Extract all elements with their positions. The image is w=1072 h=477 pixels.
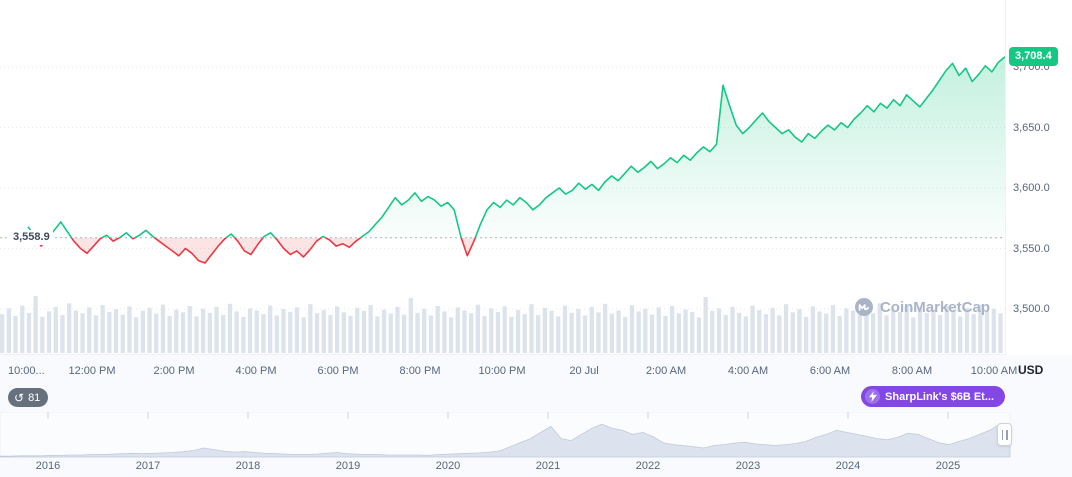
x-axis-label: 10:00 AM [970, 365, 1018, 377]
x-axis-label: 10:00... [8, 365, 45, 377]
price-area-down [35, 237, 476, 263]
x-axis-label: 4:00 AM [727, 365, 769, 377]
history-count: 81 [28, 391, 41, 404]
year-axis-label: 2022 [635, 460, 661, 472]
navigator-handle[interactable] [997, 423, 1012, 446]
x-axis-label: 4:00 PM [235, 365, 277, 377]
year-axis-label: 2016 [35, 460, 61, 472]
year-axis-label: 2021 [535, 460, 561, 472]
currency-axis-toggle[interactable]: USD [1018, 363, 1044, 377]
history-count-pill[interactable]: ↺ 81 [8, 388, 49, 407]
volume-bars [0, 296, 1003, 354]
year-axis: 2016 2017 2018 2019 2020 2021 2022 2023 2024 2025 [0, 456, 1072, 477]
y-axis-label: 3,650.0 [1013, 121, 1050, 134]
coinmarketcap-watermark: CoinMarketCap [854, 297, 990, 317]
promo-button[interactable]: SharpLink's $6B Et... [861, 386, 1005, 407]
time-axis: USD 10:00... 12:00 PM 2:00 PM 4:00 PM 6:00 P… [0, 355, 1072, 385]
year-axis-label: 2018 [235, 460, 261, 472]
x-axis-label: 12:00 PM [68, 365, 116, 377]
x-axis-label: 2:00 AM [645, 365, 687, 377]
navigator-area [0, 423, 1011, 458]
y-axis-label: 3,550.0 [1013, 242, 1050, 255]
year-axis-label: 2019 [335, 460, 361, 472]
navigator-chart-svg[interactable] [0, 412, 1012, 458]
year-axis-label: 2025 [935, 460, 961, 472]
range-navigator[interactable] [0, 412, 1072, 458]
price-line-up [27, 56, 1005, 238]
history-icon: ↺ [14, 390, 25, 405]
price-chart-svg[interactable] [0, 0, 1005, 355]
x-axis-label: 8:00 AM [891, 365, 933, 377]
watermark-text: CoinMarketCap [879, 298, 990, 316]
current-price-badge: 3,708.4 [1009, 46, 1058, 66]
x-axis-label: 10:00 PM [478, 365, 526, 377]
price-line-down [34, 237, 477, 264]
x-axis-label: 8:00 PM [399, 365, 441, 377]
y-axis-label: 3,600.0 [1013, 182, 1050, 194]
year-axis-label: 2024 [835, 460, 861, 472]
main-chart: 3,558.9 CoinMarketCap [0, 0, 1072, 355]
x-axis-label: 6:00 PM [317, 365, 359, 377]
price-axis[interactable]: 3,708.4 3,700.0 3,650.0 3,600.0 3,550.0 3,50… [1005, 0, 1072, 355]
x-axis-label: 6:00 AM [809, 365, 851, 377]
price-area-up [28, 56, 1005, 238]
year-axis-label: 2017 [135, 460, 161, 472]
lightning-icon [865, 389, 881, 404]
promo-label: SharpLink's $6B Et... [885, 390, 994, 403]
baseline-price-label: 3,558.9 [10, 229, 53, 245]
year-axis-label: 2020 [435, 460, 461, 472]
y-axis-label: 3,500.0 [1013, 303, 1050, 315]
coinmarketcap-logo-icon [854, 298, 873, 316]
x-axis-label: 2:00 PM [153, 365, 195, 377]
year-axis-label: 2023 [735, 460, 761, 472]
x-axis-label: 20 Jul [569, 365, 599, 377]
